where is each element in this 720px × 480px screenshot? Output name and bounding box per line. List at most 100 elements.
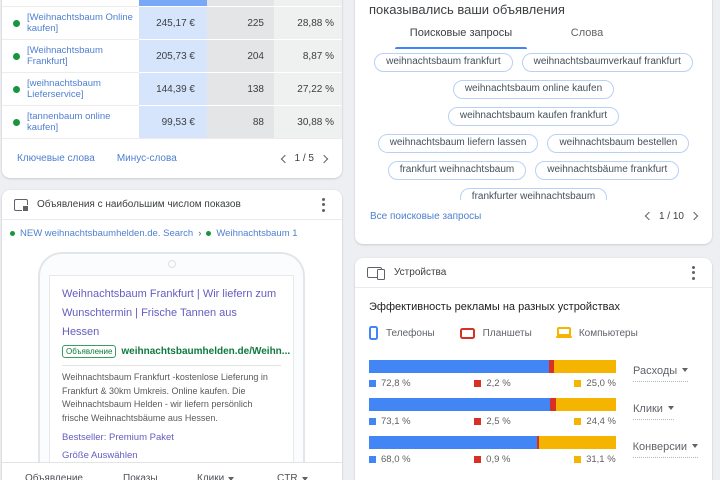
ad-description-line: Frankfurt & 30km Umkreis. Online kaufen.…	[62, 385, 246, 396]
clicks-value: 88	[252, 116, 264, 128]
column-header-ad[interactable]: Объявление	[25, 473, 123, 480]
query-chip[interactable]: weihnachtsbaum liefern lassen	[377, 134, 539, 153]
prev-page-icon[interactable]	[644, 211, 654, 221]
ctr-value: 27,22 %	[297, 83, 334, 95]
query-chip[interactable]: frankfurt weihnachtsbaum	[387, 161, 527, 180]
prev-page-icon[interactable]	[280, 154, 289, 163]
search-queries-title: показывались ваши объявления	[369, 2, 565, 17]
cost-cell[interactable]: 205,73 €	[139, 39, 207, 72]
ctr-cell[interactable]: 28,88 %	[274, 6, 342, 39]
query-chip[interactable]: frankfurter weihnachtsbaum	[459, 188, 608, 200]
laptop-icon	[555, 327, 572, 338]
column-cost-header-strip[interactable]	[139, 0, 207, 6]
metric-label: Клики	[633, 403, 663, 415]
column-header-label: CTR	[277, 473, 298, 480]
bar-segment-computers	[555, 398, 616, 411]
ctr-cell[interactable]: 8,87 %	[274, 39, 342, 72]
tablets-swatch-icon	[474, 380, 482, 387]
query-chip[interactable]: weihnachtsbaum online kaufen	[452, 80, 615, 99]
clicks-value: 225	[247, 17, 264, 29]
campaign-link[interactable]: NEW weihnachtsbaumhelden.de. Search	[20, 228, 194, 239]
clicks-cell[interactable]: 204	[207, 39, 274, 72]
keyword-cell[interactable]: [tannenbaum online kaufen]	[2, 105, 139, 138]
tablets-swatch-icon	[474, 418, 482, 425]
metric-selector-costs[interactable]: Расходы	[633, 360, 689, 382]
bar-segment-phones	[369, 436, 537, 449]
ad-headline[interactable]: Weihnachtsbaum Frankfurt | Wir liefern z…	[62, 285, 281, 342]
clicks-value: 204	[247, 50, 264, 62]
cost-cell[interactable]: 144,39 €	[139, 72, 207, 105]
next-page-icon[interactable]	[319, 154, 329, 163]
keywords-link[interactable]: Ключевые слова	[17, 153, 95, 164]
sitelink[interactable]: Größe Auswählen	[62, 450, 138, 461]
kebab-menu-icon[interactable]	[317, 194, 330, 216]
keyword-cell[interactable]: [weihnachtsbaum Lieferservice]	[2, 72, 139, 105]
tablets-swatch-icon	[474, 456, 482, 463]
negative-keywords-link[interactable]: Минус-слова	[116, 153, 177, 164]
top-ads-title: Объявления с наибольшим числом показов	[37, 199, 241, 210]
pct-computers: 24,4 %	[574, 416, 616, 427]
ctr-value: 8,87 %	[302, 50, 334, 62]
metric-selector-conversions[interactable]: Конверсии	[632, 436, 698, 458]
bar-segment-computers	[538, 436, 616, 449]
pct-value: 25,0 %	[586, 378, 616, 389]
clicks-cell[interactable]: 225	[207, 6, 274, 39]
tab-search-queries[interactable]: Поисковые запросы	[409, 27, 513, 39]
dropdown-caret-icon	[692, 444, 698, 451]
phones-swatch-icon	[369, 456, 376, 463]
legend-phones: Телефоны	[369, 326, 435, 340]
cost-cell[interactable]: 245,17 €	[139, 6, 207, 39]
clicks-cell[interactable]: 88	[207, 105, 274, 138]
ad-headline-line: Hessen	[62, 326, 100, 338]
ad-description: Weihnachtsbaum Frankfurt -kostenlose Lie…	[62, 371, 281, 425]
keyword-cell[interactable]: [Weihnachtsbaum Online kaufen]	[2, 6, 139, 39]
clicks-cell[interactable]: 138	[207, 72, 274, 105]
ad-headline-line: Weihnachtsbaum Frankfurt | Wir liefern z…	[62, 288, 277, 300]
stacked-bar	[369, 398, 616, 411]
ctr-value: 30,88 %	[297, 116, 334, 128]
column-ctr-header-strip[interactable]	[274, 0, 342, 6]
pct-phones: 72,8 %	[369, 378, 411, 389]
ad-description-line: Weihnachtsbaum Helden - wir liefern pers…	[62, 399, 253, 409]
ad-badge: Объявление	[62, 345, 117, 358]
keywords-card: [Weihnachtsbaum Online kaufen] 245,17 € …	[2, 0, 342, 178]
chart-legend: Телефоны Планшеты Компьютеры	[369, 326, 698, 340]
column-header-impressions[interactable]: Показы	[123, 473, 197, 480]
keyword-cell[interactable]: [Weihnachtsbaum Frankfurt]	[2, 39, 139, 72]
ad-display-url: weihnachtsbaumhelden.de/Weihn...	[121, 346, 291, 357]
stacked-bar	[369, 360, 616, 373]
sitelink[interactable]: Bestseller: Premium Paket	[62, 432, 174, 443]
keywords-card-footer: Ключевые слова Минус-слова 1 / 5	[2, 139, 342, 178]
metric-selector-clicks[interactable]: Клики	[633, 398, 674, 420]
keyword-text: [Weihnachtsbaum Online kaufen]	[27, 12, 133, 34]
legend-tablets: Планшеты	[459, 327, 532, 339]
pct-computers: 25,0 %	[574, 378, 616, 389]
query-chip[interactable]: weihnachtsbaumverkauf frankfurt	[521, 53, 693, 72]
all-search-queries-link[interactable]: Все поисковые запросы	[370, 210, 482, 222]
sort-caret-icon	[301, 477, 308, 480]
query-chip[interactable]: weihnachtsbaum frankfurt	[374, 53, 513, 72]
kebab-menu-icon[interactable]	[687, 262, 700, 284]
next-page-icon[interactable]	[689, 211, 699, 221]
cost-cell[interactable]: 99,53 €	[139, 105, 207, 138]
ctr-cell[interactable]: 30,88 %	[274, 105, 342, 138]
tab-words[interactable]: Слова	[570, 27, 604, 39]
column-header-ctr[interactable]: CTR	[277, 473, 342, 480]
ad-group-link[interactable]: Weihnachtsbaum 1	[216, 228, 298, 239]
ctr-value: 28,88 %	[297, 17, 334, 29]
query-chip[interactable]: weihnachtsbaum bestellen	[547, 134, 690, 153]
ads-icon	[14, 198, 29, 212]
pct-phones: 73,1 %	[369, 416, 411, 427]
breadcrumb: NEW weihnachtsbaumhelden.de. Search › We…	[2, 220, 342, 243]
ctr-cell[interactable]: 27,22 %	[274, 72, 342, 105]
status-dot-icon	[13, 53, 20, 60]
query-chips-area: weihnachtsbaum frankfurt weihnachtsbaumv…	[355, 49, 712, 200]
cost-value: 245,17 €	[156, 17, 195, 29]
breadcrumb-separator: ›	[198, 228, 202, 239]
query-chip[interactable]: weihnachtsbaum kaufen frankfurt	[447, 107, 620, 126]
column-clicks-header-strip[interactable]	[207, 0, 274, 6]
query-chip[interactable]: weihnachtsbäume frankfurt	[535, 161, 680, 180]
bar-segment-tablets	[549, 398, 556, 411]
column-header-clicks[interactable]: Клики	[197, 473, 277, 480]
page-indicator: 1 / 5	[294, 153, 314, 164]
